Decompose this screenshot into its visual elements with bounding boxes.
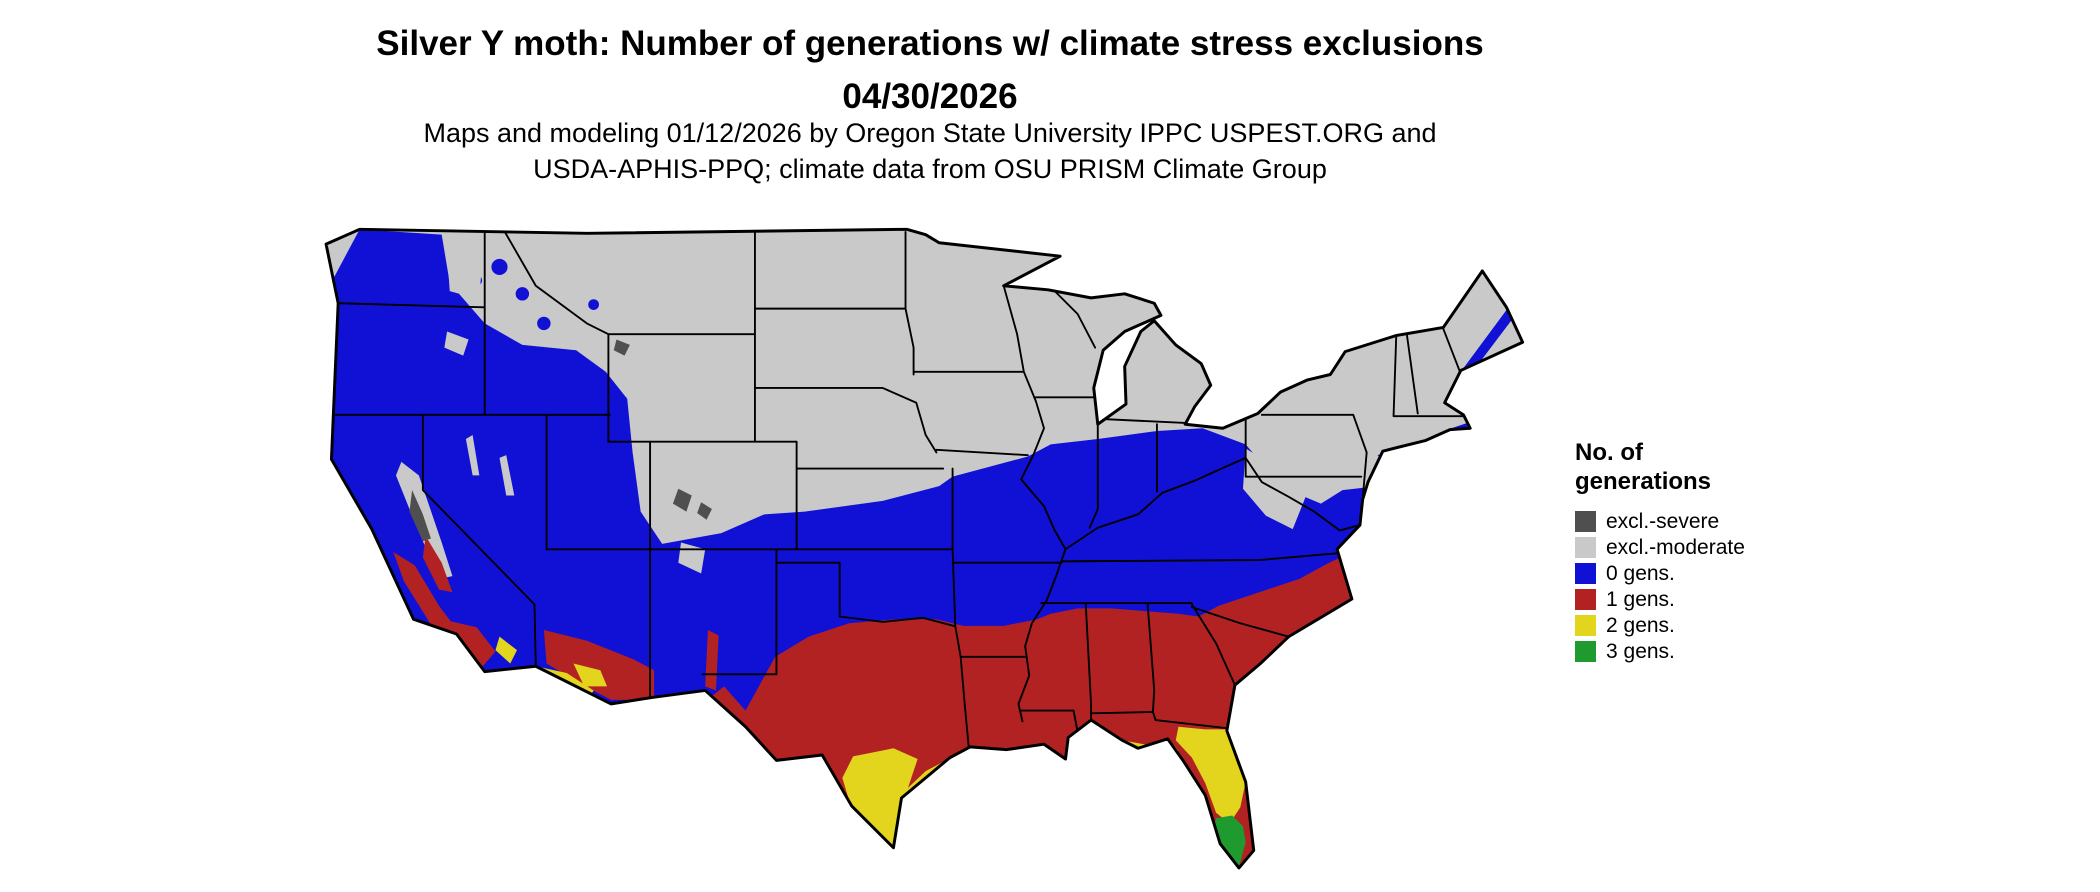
legend-swatch-1-gens xyxy=(1575,589,1596,611)
subtitle-line-1: Maps and modeling 01/12/2026 by Oregon S… xyxy=(423,118,1437,148)
region-1-gens-california xyxy=(393,535,496,671)
title-line-1: Silver Y moth: Number of generations w/ … xyxy=(376,24,1484,63)
region-0-gens-speckles xyxy=(471,258,599,331)
us-map-svg xyxy=(324,227,1525,870)
legend-swatch-excl-severe xyxy=(1575,511,1596,533)
legend-swatch-3-gens xyxy=(1575,641,1596,663)
legend-item: excl.-moderate xyxy=(1575,535,1875,561)
legend-swatch-2-gens xyxy=(1575,615,1596,637)
page-title: Silver Y moth: Number of generations w/ … xyxy=(230,18,1630,123)
title-line-2: 04/30/2026 xyxy=(842,76,1018,116)
legend-label: 1 gens. xyxy=(1606,587,1675,611)
legend-label: 3 gens. xyxy=(1606,639,1675,663)
legend-label: 0 gens. xyxy=(1606,561,1675,585)
subtitle: Maps and modeling 01/12/2026 by Oregon S… xyxy=(230,116,1630,188)
us-generations-map xyxy=(318,226,1528,886)
legend-swatch-excl-moderate xyxy=(1575,537,1596,559)
legend-swatch-0-gens xyxy=(1575,563,1596,585)
us-outline xyxy=(324,227,1525,870)
state-borders xyxy=(330,231,1465,748)
legend-item: excl.-severe xyxy=(1575,509,1875,535)
region-0-gens-coastal-ne xyxy=(1377,309,1514,464)
legend-label: 2 gens. xyxy=(1606,613,1675,637)
legend-label: excl.-severe xyxy=(1606,509,1720,533)
legend: No. of generations excl.-severe excl.-mo… xyxy=(1575,438,1875,665)
legend-item: 2 gens. xyxy=(1575,613,1875,639)
legend-item: 1 gens. xyxy=(1575,587,1875,613)
legend-title: No. of generations xyxy=(1575,438,1875,497)
legend-title-line-2: generations xyxy=(1575,468,1712,496)
legend-item: 3 gens. xyxy=(1575,639,1875,665)
region-3-gens xyxy=(1187,815,1246,868)
region-2-gens xyxy=(495,636,1246,848)
legend-item: 0 gens. xyxy=(1575,561,1875,587)
legend-title-line-1: No. of xyxy=(1575,439,1643,466)
subtitle-line-2: USDA-APHIS-PPQ; climate data from OSU PR… xyxy=(533,153,1327,184)
legend-label: excl.-moderate xyxy=(1606,535,1745,559)
